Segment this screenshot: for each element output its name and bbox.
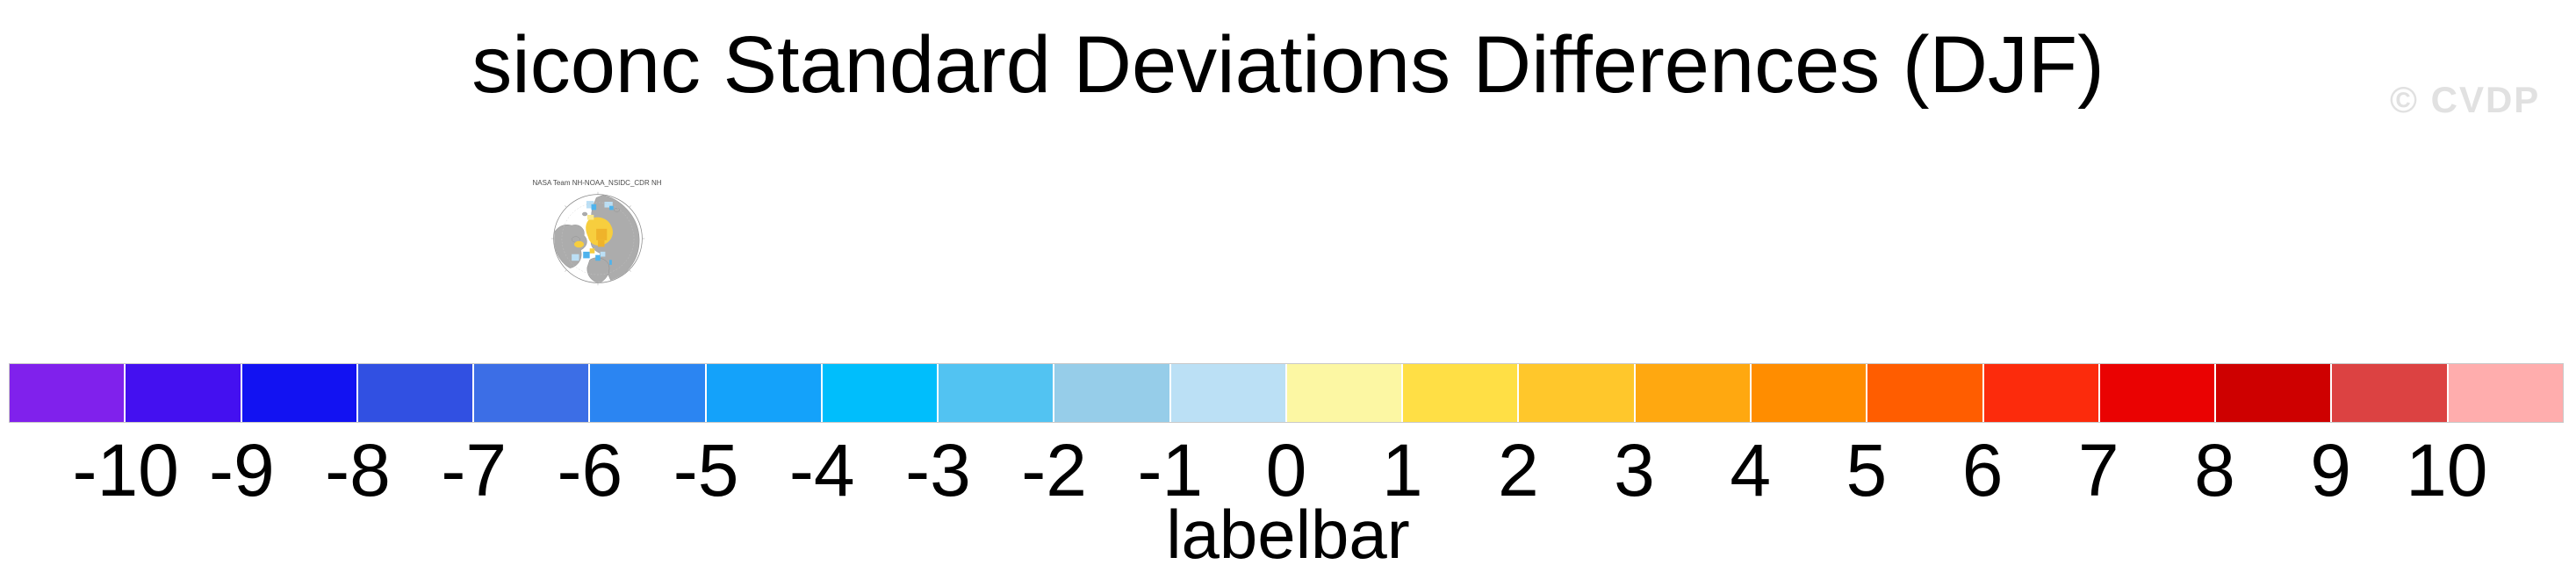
colorbar-tick-label: -10: [72, 429, 179, 511]
colorbar-tick-label: 7: [2077, 429, 2119, 511]
colorbar-tick-label: 6: [1961, 429, 2004, 511]
colorbar-cell: [1403, 364, 1518, 422]
colorbar-cell: [2216, 364, 2331, 422]
cvdp-watermark: © CVDP: [2390, 79, 2541, 120]
colorbar-cell: [706, 364, 821, 422]
polar-map-thumbnail: [550, 191, 645, 286]
colorbar-tick-label: 10: [2406, 429, 2488, 511]
colorbar-tick-label: -6: [557, 429, 623, 511]
minimap-panel-title: NASA Team NH-NOAA_NSIDC_CDR NH: [532, 179, 662, 187]
colorbar-tick-label: 2: [1498, 429, 1539, 511]
colorbar-title: labelbar: [1166, 496, 1410, 573]
map-island: [582, 211, 588, 217]
colorbar-cell: [1867, 364, 1982, 422]
colorbar-tick-label: -9: [209, 429, 275, 511]
map-diff-light-yellow: [586, 214, 594, 220]
colorbar-tick-label: 9: [2310, 429, 2351, 511]
map-diff-blue: [583, 251, 590, 259]
colorbar-cell: [2448, 364, 2563, 422]
colorbar-tick-label: 3: [1614, 429, 1655, 511]
colorbar-cell: [1751, 364, 1867, 422]
colorbar-tick-label: -5: [673, 429, 739, 511]
map-diff-gold: [598, 239, 605, 247]
map-graticule: [561, 202, 635, 275]
map-diff-yellow: [573, 240, 585, 248]
colorbar-cell: [241, 364, 356, 422]
colorbar-cell: [1983, 364, 2098, 422]
colorbar-tick-label: -2: [1021, 429, 1087, 511]
map-diff-blue: [609, 205, 614, 211]
colorbar-cell: [822, 364, 938, 422]
map-diff-light-blue: [604, 202, 613, 208]
colorbar-tick-label: 5: [1846, 429, 1888, 511]
map-diff-gold: [596, 228, 608, 240]
colorbar-cell: [1170, 364, 1285, 422]
colorbar-tick-label: -7: [441, 429, 507, 511]
colorbar-cell: [474, 364, 589, 422]
colorbar-tick-label: 1: [1381, 429, 1423, 511]
colorbar-cell: [2099, 364, 2215, 422]
colorbar-tick-row: -10 -9 -8 -7 -6 -5 -4 -3 -2 -1 0 1 2 3 4 5 6 7 8 9 10: [10, 432, 2563, 512]
colorbar-tick-label: -1: [1137, 429, 1204, 511]
colorbar-cell: [10, 364, 125, 422]
colorbar-cell: [2332, 364, 2447, 422]
colorbar-tick-label: 8: [2194, 429, 2235, 511]
map-island: [614, 208, 620, 212]
colorbar-cell: [1635, 364, 1750, 422]
colorbar-cell: [1519, 364, 1634, 422]
colorbar-cell: [590, 364, 705, 422]
map-diff-blue: [591, 204, 597, 211]
map-diff-blue: [595, 254, 601, 261]
colorbar-cell: [126, 364, 241, 422]
colorbar-tick-label: 0: [1265, 429, 1307, 511]
map-diff-light-blue: [572, 254, 579, 261]
colorbar-tick-label: -8: [325, 429, 391, 511]
colorbar-cell: [1054, 364, 1169, 422]
map-diff-blue: [609, 260, 612, 265]
colorbar-tick-label: 4: [1730, 429, 1772, 511]
map-diff-light-blue: [586, 201, 594, 209]
colorbar-tick-label: -4: [788, 429, 855, 511]
colorbar-cell: [357, 364, 473, 422]
colorbar-cell: [939, 364, 1054, 422]
map-latlon-ticks: [550, 191, 645, 286]
map-diff-light-blue: [600, 251, 606, 257]
page-title: siconc Standard Deviations Differences (…: [471, 20, 2105, 110]
colorbar-tick-label: -3: [905, 429, 971, 511]
map-diff-yellow: [589, 248, 595, 254]
colorbar: [9, 363, 2564, 423]
colorbar-cell: [1286, 364, 1402, 422]
